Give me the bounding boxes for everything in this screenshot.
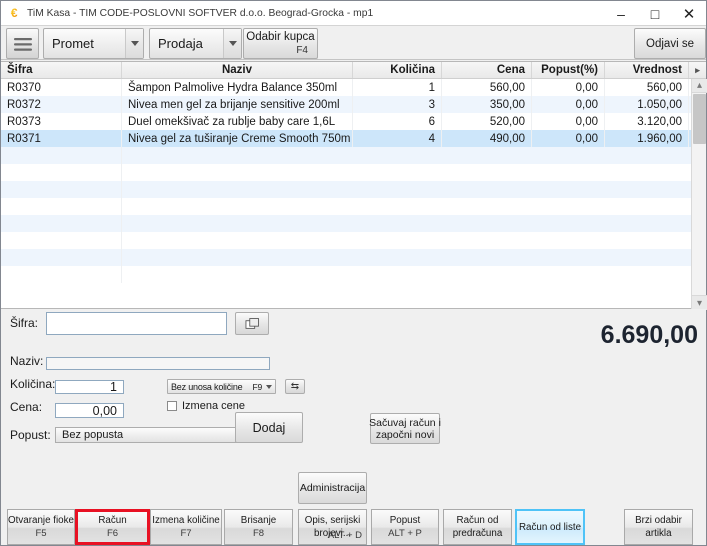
svg-text:€: € <box>11 7 18 20</box>
